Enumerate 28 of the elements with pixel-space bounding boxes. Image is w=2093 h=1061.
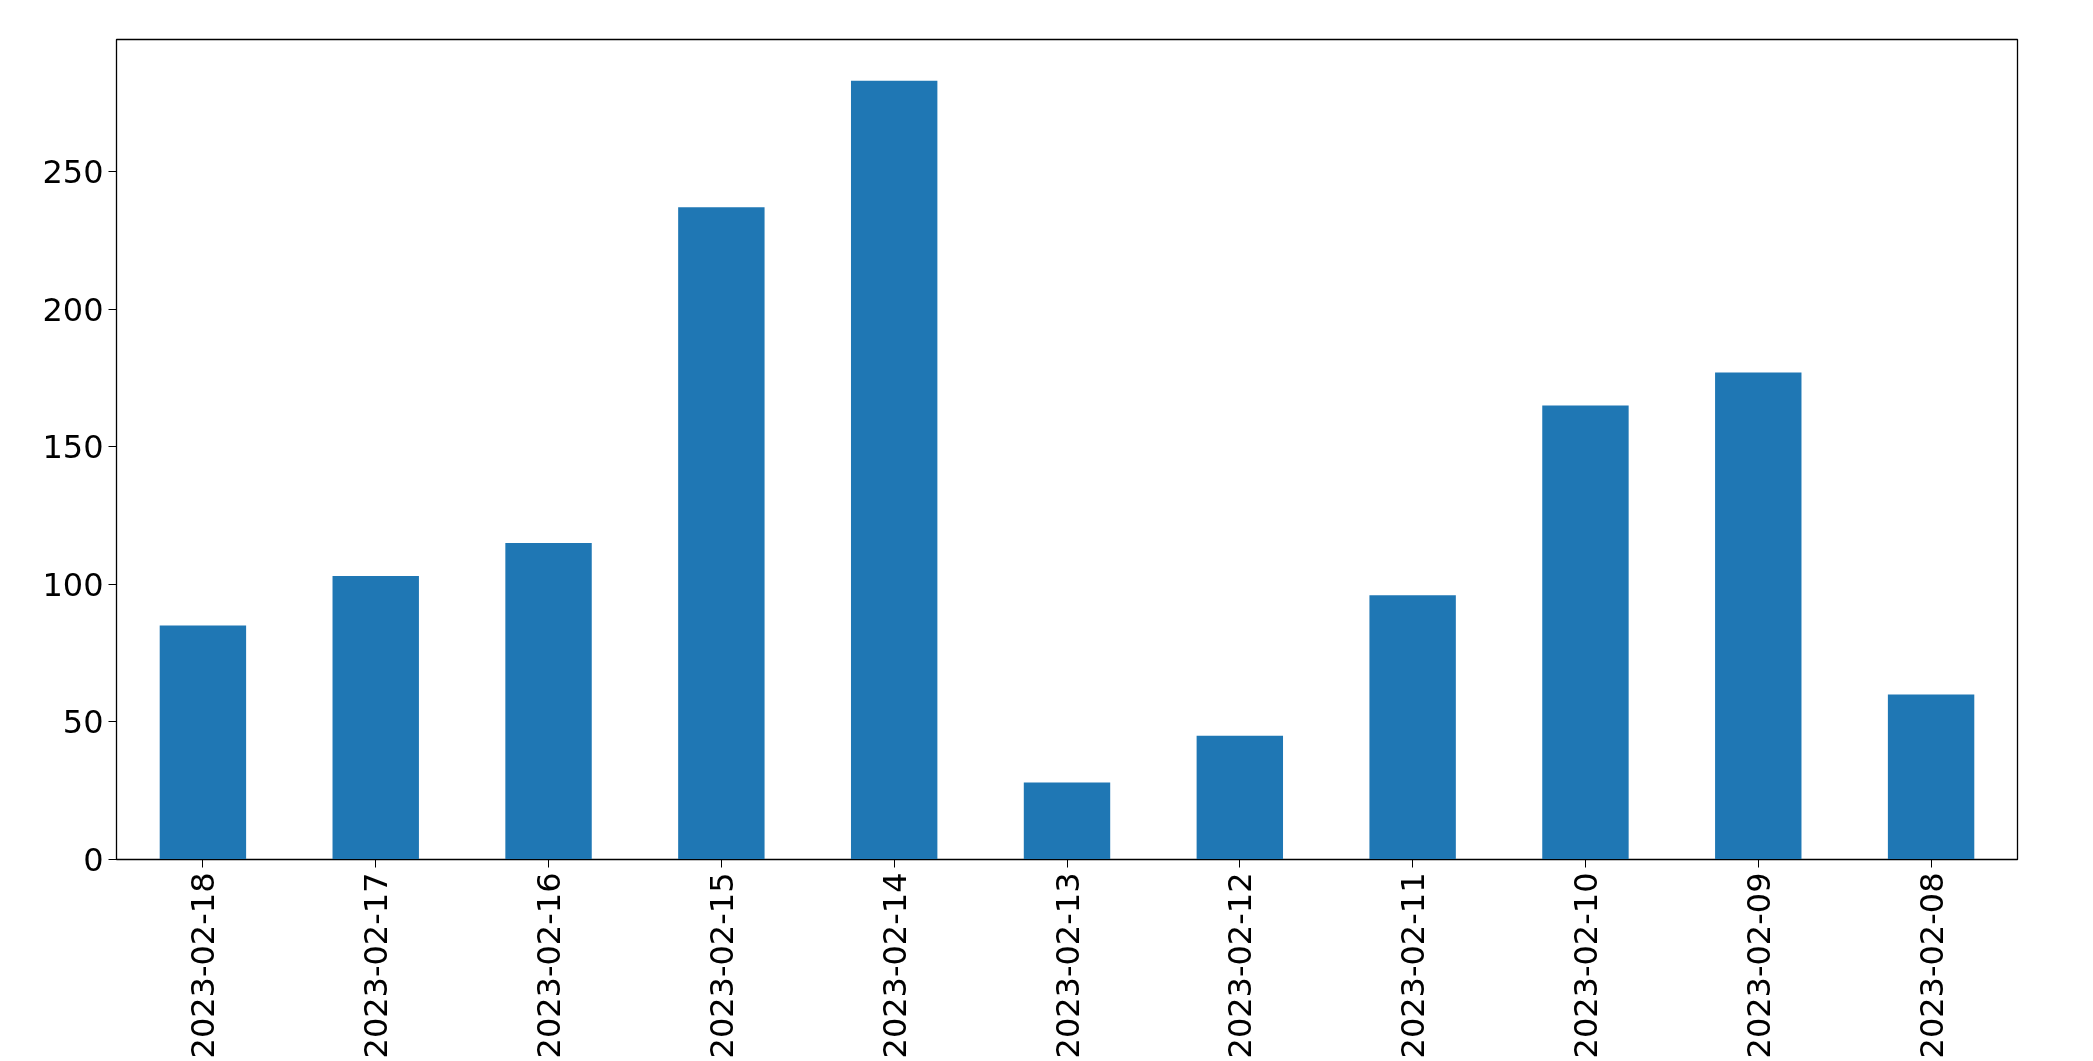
x-tick-label: 2023-02-18	[184, 872, 223, 1059]
y-tick-label: 50	[62, 703, 104, 742]
bar	[1715, 372, 1802, 860]
bar	[1369, 595, 1456, 860]
x-tick-label: 2023-02-08	[1912, 872, 1951, 1059]
y-tick-label: 0	[83, 841, 104, 879]
x-tick-label: 2023-02-10	[1566, 872, 1605, 1059]
bar	[1542, 405, 1629, 860]
bar	[1196, 735, 1284, 860]
bar	[678, 207, 765, 860]
x-tick-label: 2023-02-09	[1739, 872, 1778, 1059]
x-tick-label: 2023-02-16	[530, 872, 569, 1059]
y-tick-label: 150	[42, 428, 104, 467]
bar	[1887, 694, 1975, 860]
y-tick-label: 200	[42, 290, 104, 329]
bar	[505, 543, 592, 860]
bar	[1023, 782, 1111, 860]
bar	[159, 625, 247, 860]
x-tick-label: 2023-02-12	[1221, 872, 1260, 1059]
x-tick-label: 2023-02-11	[1394, 872, 1433, 1059]
bar	[850, 80, 938, 860]
x-tick-label: 2023-02-13	[1048, 872, 1087, 1059]
y-tick-label: 100	[42, 565, 104, 604]
x-tick-label: 2023-02-14	[875, 872, 914, 1059]
x-tick-label: 2023-02-17	[357, 872, 396, 1059]
y-tick-label: 250	[42, 153, 104, 192]
bar	[332, 576, 419, 860]
x-tick-label: 2023-02-15	[702, 872, 741, 1059]
